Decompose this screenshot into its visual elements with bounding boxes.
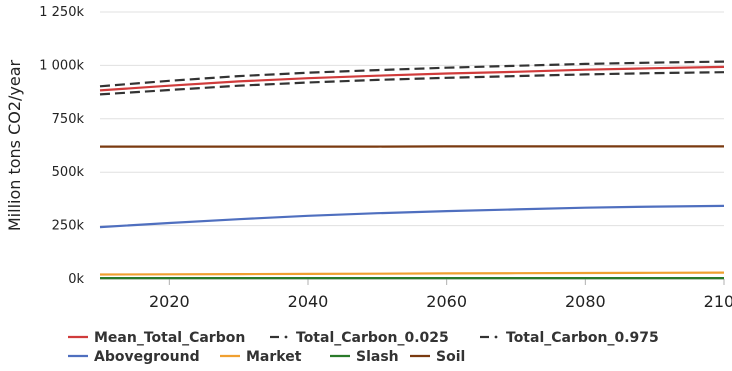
legend-item-mean-total-carbon: Mean_Total_Carbon [68, 330, 245, 346]
x-tick-label: 2080 [565, 292, 606, 311]
legend-item-total-carbon-0-025: Total_Carbon_0.025 [270, 330, 449, 346]
legend-swatch-dot [284, 335, 288, 339]
series-line-mean-total-carbon [99, 65, 725, 92]
y-tick-label: 1 000k [39, 58, 84, 73]
legend-label: Soil [436, 349, 465, 365]
y-tick-label: 250k [52, 219, 85, 234]
legend-label: Total_Carbon_0.025 [296, 330, 449, 346]
legend-item-total-carbon-0-975: Total_Carbon_0.975 [480, 330, 659, 346]
y-axis-title: Million tons CO2/year [5, 59, 24, 231]
legend-label: Total_Carbon_0.975 [506, 330, 659, 346]
legend-item-slash: Slash [330, 349, 399, 365]
x-tick-label: 2040 [288, 292, 329, 311]
legend-item-aboveground: Aboveground [68, 349, 200, 365]
axis-layer: 0k 250k 500k 750k 1 000k 1 250k 2020 2040 2060 20… [39, 5, 732, 311]
legend-label: Slash [356, 349, 399, 365]
legend-swatch-dot [494, 335, 498, 339]
legend: Mean_Total_Carbon Total_Carbon_0.025 Total… [68, 330, 659, 365]
x-tick-label: 2060 [426, 292, 467, 311]
x-tick-label: 2100 [704, 292, 732, 311]
legend-item-soil: Soil [410, 349, 465, 365]
x-tick-label: 2020 [149, 292, 190, 311]
series-line-aboveground [99, 204, 725, 229]
legend-label: Mean_Total_Carbon [94, 330, 245, 346]
y-tick-label: 0k [68, 272, 84, 287]
legend-label: Market [246, 349, 302, 365]
y-tick-label: 750k [52, 112, 85, 127]
series-line-market [99, 271, 725, 276]
legend-item-market: Market [220, 349, 302, 365]
y-tick-label: 1 250k [39, 5, 84, 20]
series-layer [99, 60, 725, 280]
legend-label: Aboveground [94, 349, 200, 365]
y-tick-label: 500k [52, 165, 85, 180]
